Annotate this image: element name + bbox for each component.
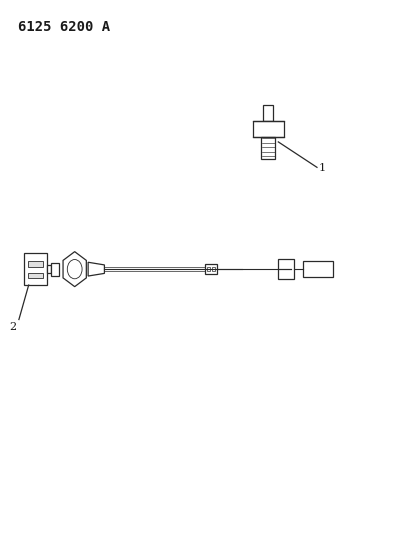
Text: 1: 1 bbox=[318, 164, 325, 173]
FancyBboxPatch shape bbox=[252, 120, 283, 136]
FancyBboxPatch shape bbox=[204, 264, 217, 274]
FancyBboxPatch shape bbox=[263, 105, 272, 120]
FancyBboxPatch shape bbox=[24, 253, 47, 285]
Polygon shape bbox=[63, 252, 86, 287]
FancyBboxPatch shape bbox=[261, 136, 274, 159]
Circle shape bbox=[67, 260, 82, 279]
FancyBboxPatch shape bbox=[51, 263, 59, 276]
Text: 6125 6200 A: 6125 6200 A bbox=[18, 20, 110, 34]
FancyBboxPatch shape bbox=[207, 267, 209, 271]
Polygon shape bbox=[88, 262, 104, 276]
FancyBboxPatch shape bbox=[302, 261, 333, 277]
FancyBboxPatch shape bbox=[212, 267, 215, 271]
Text: 2: 2 bbox=[10, 321, 17, 332]
FancyBboxPatch shape bbox=[28, 261, 43, 266]
FancyBboxPatch shape bbox=[278, 259, 293, 279]
FancyBboxPatch shape bbox=[47, 265, 51, 273]
FancyBboxPatch shape bbox=[28, 273, 43, 278]
